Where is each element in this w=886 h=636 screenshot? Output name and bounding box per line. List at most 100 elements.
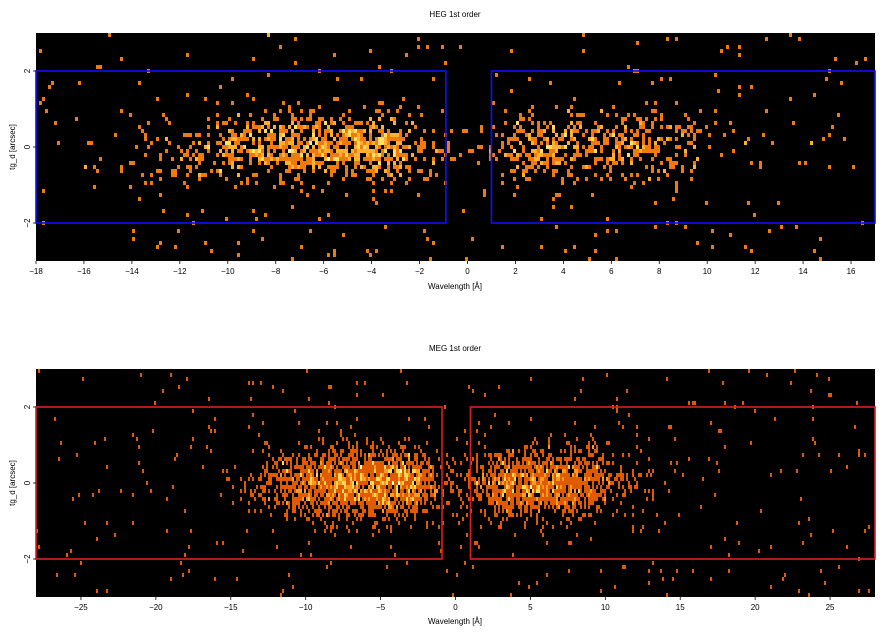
meg-heatmap-cell [534,453,536,457]
heg-heatmap-cell [762,133,765,137]
heg-heatmap-cell [513,149,516,153]
heg-heatmap-cell [558,157,561,161]
meg-heatmap-cell [636,433,638,437]
heg-heatmap-cell [690,177,693,181]
heg-heatmap-cell [543,161,546,165]
meg-heatmap-cell [312,477,314,481]
heg-heatmap-cell [312,145,315,149]
meg-heatmap-cell [386,465,388,469]
meg-heatmap-cell [432,473,434,477]
meg-heatmap-cell [346,481,348,485]
meg-heatmap-cell [330,493,332,497]
meg-heatmap-cell [382,477,384,481]
heg-heatmap-cell [621,141,624,145]
meg-heatmap-cell [558,481,560,485]
meg-heatmap-cell [482,481,484,485]
meg-heatmap-cell [332,457,334,461]
heg-heatmap-cell [186,173,189,177]
meg-heatmap-cell [562,473,564,477]
meg-heatmap-cell [356,453,358,457]
heg-heatmap-cell [246,137,249,141]
meg-heatmap [36,369,870,597]
meg-heatmap-cell [452,469,454,473]
heg-heatmap-cell [297,153,300,157]
meg-heatmap-cell [560,473,562,477]
meg-heatmap-cell [522,485,524,489]
meg-heatmap-cell [318,481,320,485]
meg-heatmap-cell [286,481,288,485]
meg-heatmap-cell [568,541,570,545]
meg-heatmap-cell [372,469,374,473]
meg-heatmap-cell [372,477,374,481]
heg-heatmap-cell [186,93,189,97]
meg-heatmap-cell [406,469,408,473]
meg-heatmap-cell [546,465,548,469]
meg-heatmap-cell [540,481,542,485]
meg-heatmap-cell [798,521,800,525]
heg-x-tick-label: −10 [221,267,235,276]
heg-heatmap-cell [297,141,300,145]
meg-heatmap-cell [388,469,390,473]
meg-heatmap-cell [546,493,548,497]
heg-heatmap-cell [159,193,162,197]
heg-heatmap-cell [345,165,348,169]
meg-heatmap-cell [572,513,574,517]
meg-heatmap-cell [562,509,564,513]
heg-heatmap-cell [501,173,504,177]
meg-heatmap-cell [728,553,730,557]
meg-heatmap-cell [302,497,304,501]
meg-heatmap-cell [580,489,582,493]
heg-heatmap-cell [339,137,342,141]
heg-heatmap-cell [354,145,357,149]
meg-heatmap-cell [314,481,316,485]
heg-heatmap-cell [609,165,612,169]
meg-heatmap-cell [188,545,190,549]
meg-heatmap-cell [544,481,546,485]
meg-heatmap-cell [356,497,358,501]
meg-heatmap-cell [260,509,262,513]
heg-heatmap-cell [243,137,246,141]
meg-heatmap-cell [578,465,580,469]
meg-heatmap-cell [340,481,342,485]
meg-heatmap-cell [390,529,392,533]
meg-heatmap-cell [414,505,416,509]
meg-heatmap-cell [536,453,538,457]
meg-heatmap-cell [348,453,350,457]
meg-heatmap-cell [710,577,712,581]
meg-heatmap-cell [476,461,478,465]
meg-heatmap-cell [214,417,216,421]
meg-heatmap-cell [702,477,704,481]
meg-heatmap-cell [288,485,290,489]
heg-heatmap-cell [54,121,57,125]
meg-heatmap-cell [530,377,532,381]
meg-heatmap-cell [340,485,342,489]
meg-heatmap-cell [314,461,316,465]
meg-heatmap-cell [394,553,396,557]
heg-heatmap-cell [147,121,150,125]
heg-heatmap-cell [162,113,165,117]
heg-heatmap-cell [564,129,567,133]
heg-heatmap-cell [855,61,858,65]
heg-heatmap-cell [534,141,537,145]
meg-heatmap-cell [600,485,602,489]
meg-heatmap-cell [404,453,406,457]
heg-heatmap-cell [432,157,435,161]
heg-heatmap-cell [588,257,591,261]
meg-heatmap-cell [540,449,542,453]
meg-heatmap-cell [566,481,568,485]
heg-heatmap-cell [336,141,339,145]
meg-heatmap-cell [640,529,642,533]
meg-heatmap-cell [564,473,566,477]
heg-heatmap-cell [324,141,327,145]
meg-heatmap-cell [176,453,178,457]
heg-heatmap-cell [687,125,690,129]
heg-heatmap-cell [378,145,381,149]
heg-heatmap-cell [369,137,372,141]
meg-heatmap-cell [570,453,572,457]
meg-heatmap-cell [508,505,510,509]
heg-heatmap-cell [270,157,273,161]
heg-heatmap-cell [279,177,282,181]
heg-heatmap-cell [309,161,312,165]
meg-heatmap-cell [324,505,326,509]
meg-heatmap-cell [522,457,524,461]
